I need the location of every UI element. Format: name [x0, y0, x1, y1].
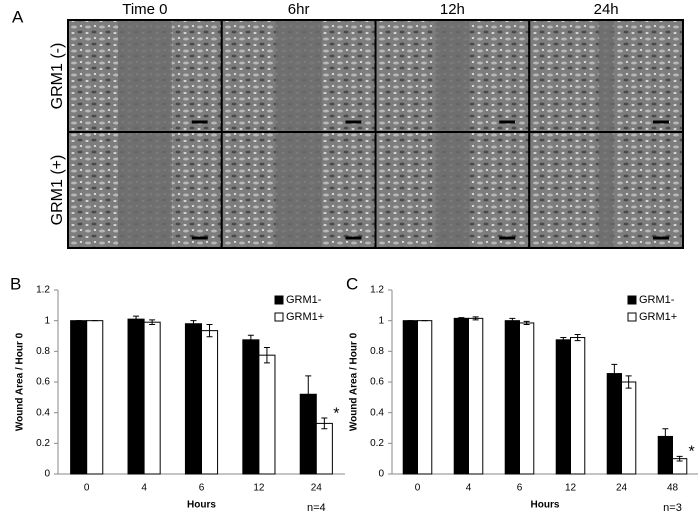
error-bar: [149, 319, 156, 325]
error-bar: [206, 324, 213, 338]
y-tick-label: 0.4: [370, 407, 384, 418]
bar: [519, 322, 535, 475]
legend-swatch: [274, 295, 284, 305]
wound-gap: [275, 133, 322, 247]
error-bar: [263, 347, 270, 364]
error-bar: [509, 317, 516, 324]
bar: [315, 422, 333, 475]
y-tick-label: 0.6: [370, 377, 384, 388]
row-label: GRM1 (-): [49, 43, 66, 110]
y-tick-label: 0.4: [36, 407, 50, 418]
error-bar: [611, 363, 618, 384]
wound-gap: [435, 21, 470, 131]
bar: [555, 339, 571, 475]
x-axis-label: Hours: [187, 500, 216, 511]
column-header: 24h: [594, 1, 619, 18]
wound-gap: [598, 133, 614, 247]
error-bar: [625, 375, 632, 389]
x-tick-label: 24: [616, 483, 628, 494]
panel-label: A: [12, 7, 24, 26]
x-tick-label: 48: [667, 483, 679, 494]
error-bar: [662, 428, 669, 445]
bar: [127, 318, 145, 475]
y-tick-label: 0.2: [36, 438, 50, 449]
wound-gap: [435, 133, 470, 247]
error-bar: [190, 320, 197, 328]
panel-label: B: [10, 274, 21, 293]
n-label: n=4: [307, 502, 326, 514]
y-tick-label: 1.2: [370, 285, 384, 296]
x-tick-label: 6: [517, 483, 523, 494]
error-bar: [676, 455, 683, 462]
y-tick-label: 1: [378, 315, 384, 326]
x-tick-label: 12: [253, 483, 265, 494]
significance-marker: *: [333, 405, 339, 422]
y-tick-label: 0.2: [370, 438, 384, 449]
x-tick-label: 6: [199, 483, 205, 494]
column-header: 12h: [440, 1, 465, 18]
bar: [402, 320, 419, 475]
y-tick-label: 0.6: [36, 377, 50, 388]
wound-gap: [117, 133, 172, 247]
error-bar: [458, 317, 465, 320]
y-tick-label: 0: [44, 469, 50, 480]
x-tick-label: 24: [311, 483, 323, 494]
panel-label: C: [346, 274, 358, 293]
wound-gap: [275, 21, 322, 131]
legend-label: GRM1-: [286, 294, 322, 306]
legend-swatch: [627, 312, 637, 322]
error-bar: [247, 334, 254, 345]
bar: [453, 317, 470, 475]
y-tick-label: 0.8: [370, 346, 384, 357]
column-header: 6hr: [288, 1, 310, 18]
x-tick-label: 4: [466, 483, 472, 494]
bar: [258, 354, 276, 475]
bar: [143, 321, 161, 475]
y-axis-label: Wound Area / Hour 0: [15, 332, 26, 431]
x-tick-label: 12: [565, 483, 577, 494]
bar: [468, 317, 484, 475]
bar: [417, 320, 433, 475]
bar: [606, 373, 622, 475]
bar: [184, 323, 202, 475]
legend-label: GRM1-: [639, 294, 675, 306]
y-tick-label: 1: [44, 315, 50, 326]
bar: [201, 330, 219, 475]
bar: [86, 320, 104, 475]
error-bar: [472, 316, 479, 321]
error-bar: [574, 333, 581, 342]
error-bar: [133, 315, 140, 323]
n-label: n=3: [663, 502, 682, 514]
wound-gap: [117, 21, 172, 131]
bar: [504, 320, 521, 475]
legend-swatch: [627, 295, 637, 305]
bar: [242, 339, 260, 475]
wound-gap: [598, 21, 614, 131]
bar: [621, 381, 637, 475]
x-tick-label: 0: [415, 483, 421, 494]
error-bar: [305, 375, 312, 414]
x-tick-label: 4: [141, 483, 147, 494]
legend-label: GRM1+: [286, 311, 324, 323]
legend-swatch: [274, 312, 284, 322]
y-tick-label: 0: [378, 469, 384, 480]
y-axis-label: Wound Area / Hour 0: [349, 332, 360, 431]
bar: [570, 337, 586, 475]
y-tick-label: 0.8: [36, 346, 50, 357]
x-tick-label: 0: [84, 483, 90, 494]
error-bar: [560, 337, 567, 343]
column-header: Time 0: [122, 1, 167, 18]
bar: [70, 320, 88, 475]
legend-label: GRM1+: [639, 311, 677, 323]
error-bar: [523, 320, 530, 325]
error-bar: [321, 417, 328, 430]
y-tick-label: 1.2: [36, 285, 50, 296]
x-axis-label: Hours: [531, 500, 560, 511]
row-label: GRM1 (+): [49, 155, 66, 226]
significance-marker: *: [689, 444, 695, 461]
